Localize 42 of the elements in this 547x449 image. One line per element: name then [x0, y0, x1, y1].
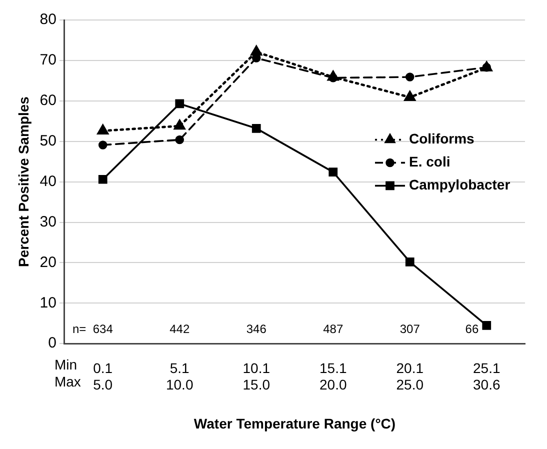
y-tick-label: 70 — [40, 52, 56, 69]
point — [405, 72, 414, 82]
x-axis-title: Water Temperature Range (°C) — [194, 415, 396, 432]
y-axis-title: Percent Positive Samples — [15, 96, 32, 268]
y-tick-label: 50 — [40, 132, 56, 150]
y-tick-label: 20 — [40, 254, 56, 271]
x-tick-label: 20.1 25.0 — [396, 360, 424, 393]
annotation: 634 — [92, 322, 114, 336]
point — [98, 174, 108, 184]
legend-label: Coliforms — [409, 130, 475, 147]
y-tick-label: 30 — [40, 213, 56, 230]
y-tick-label: 80 — [40, 11, 56, 28]
legend-label: E. coli — [409, 154, 450, 170]
y-tick-label: 0 — [48, 334, 56, 352]
point — [405, 257, 414, 266]
annotation: 66 — [465, 322, 479, 336]
point — [97, 124, 108, 135]
point — [404, 91, 416, 101]
point — [328, 168, 338, 177]
point — [482, 320, 492, 330]
text: Max — [54, 373, 81, 390]
text: Min — [54, 356, 78, 372]
point — [174, 120, 186, 130]
x-tick-label: 15.1 20.0 — [319, 360, 347, 393]
y-tick-label: 60 — [40, 92, 56, 110]
point — [175, 99, 184, 108]
annotation: 307 — [400, 322, 420, 336]
point — [250, 46, 262, 56]
legend-label: Campylobacter — [409, 176, 511, 193]
annotation: 346 — [246, 322, 267, 336]
y-tick-label: 10 — [40, 294, 56, 312]
x-tick-label: 10.1 15.0 — [242, 360, 270, 393]
point — [98, 140, 108, 150]
x-tick-label: 5.1 10.0 — [166, 360, 194, 393]
annotation: 487 — [323, 322, 344, 336]
point — [175, 135, 184, 144]
x-tick-label: 25.1 30.6 — [473, 360, 500, 393]
y-tick-label: 40 — [40, 172, 56, 190]
annotation: n= — [72, 322, 86, 336]
x-tick-label: 0.1 5.0 — [93, 360, 113, 393]
annotation: 442 — [170, 322, 190, 336]
point — [252, 124, 261, 133]
